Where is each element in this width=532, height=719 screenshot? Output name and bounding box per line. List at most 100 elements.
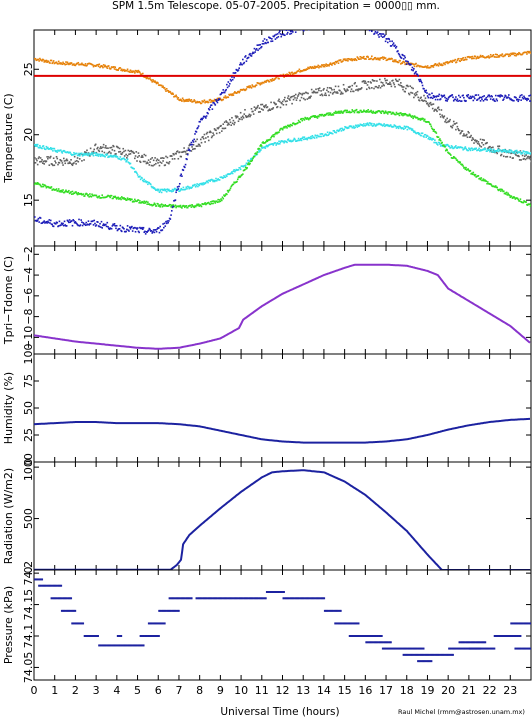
temperature-point — [479, 150, 481, 152]
pressure-point — [323, 597, 326, 600]
temperature-point — [91, 152, 93, 154]
temperature-point — [200, 141, 203, 144]
temperature-point — [199, 120, 201, 123]
pressure-point — [72, 622, 75, 625]
pressure-point — [293, 597, 296, 600]
pressure-point — [521, 622, 524, 625]
pressure-point — [461, 641, 463, 644]
temperature-point — [261, 42, 264, 45]
temperature-point — [194, 183, 196, 186]
pressure-point — [415, 647, 418, 650]
temperature-point — [403, 55, 406, 57]
pressure-point — [467, 641, 469, 644]
pressure-point — [282, 597, 285, 600]
pressure-point — [118, 644, 120, 647]
pressure-point — [474, 641, 477, 644]
temperature-point — [86, 64, 88, 67]
temperature-point — [275, 103, 277, 105]
temperature-point — [316, 134, 319, 137]
temperature-point — [400, 113, 403, 116]
temperature-point — [151, 157, 154, 159]
temperature-point — [414, 94, 417, 97]
pressure-point — [483, 647, 486, 650]
temperature-point — [352, 58, 355, 61]
pressure-point — [129, 644, 131, 647]
temperature-point — [278, 77, 280, 80]
y-axis-label: Pressure (kPa) — [2, 586, 15, 664]
temperature-point — [362, 28, 364, 30]
temperature-point — [314, 67, 317, 69]
temperature-point — [468, 132, 470, 134]
temperature-point — [75, 191, 77, 193]
pressure-point — [79, 622, 82, 625]
temperature-point — [384, 57, 387, 59]
temperature-point — [223, 175, 225, 177]
temperature-point — [146, 161, 148, 164]
temperature-point — [465, 147, 467, 150]
temperature-point — [41, 183, 44, 186]
pressure-point — [527, 622, 530, 625]
temperature-point — [492, 54, 495, 56]
temperature-point — [182, 98, 185, 101]
temperature-point — [339, 89, 341, 92]
temperature-point — [123, 227, 125, 230]
pressure-point — [342, 622, 345, 625]
temperature-point — [213, 179, 215, 182]
temperature-point — [36, 159, 38, 162]
temperature-point — [297, 93, 300, 96]
pressure-point — [59, 597, 61, 600]
temperature-point — [172, 204, 175, 206]
temperature-point — [171, 188, 174, 191]
temperature-point — [452, 99, 455, 102]
temperature-point — [149, 158, 152, 160]
temperature-point — [333, 88, 335, 91]
temperature-point — [331, 93, 334, 95]
temperature-point — [430, 96, 433, 99]
pressure-point — [55, 597, 58, 600]
temperature-point — [470, 97, 472, 100]
temperature-point — [425, 89, 427, 92]
temperature-point — [486, 141, 488, 144]
temperature-point — [194, 140, 197, 143]
temperature-point — [166, 188, 169, 190]
temperature-point — [440, 109, 443, 111]
temperature-point — [50, 186, 53, 188]
temperature-point — [402, 88, 404, 91]
temperature-point — [286, 141, 288, 144]
temperature-point — [389, 111, 392, 114]
pressure-point — [77, 622, 80, 625]
temperature-point — [288, 98, 291, 100]
temperature-point — [407, 114, 410, 117]
temperature-point — [513, 196, 516, 199]
temperature-point — [299, 139, 301, 141]
temperature-point — [355, 89, 357, 91]
temperature-point — [187, 186, 190, 188]
temperature-point — [261, 142, 264, 144]
temperature-point — [510, 52, 512, 55]
pressure-point — [528, 647, 530, 650]
temperature-point — [433, 141, 435, 144]
temperature-point — [163, 157, 165, 160]
temperature-point — [274, 132, 277, 135]
temperature-point — [39, 217, 42, 219]
temperature-point — [302, 30, 305, 32]
pressure-point — [515, 647, 518, 650]
pressure-point — [362, 635, 365, 637]
pressure-point — [516, 635, 518, 637]
temperature-point — [244, 164, 247, 167]
temperature-point — [36, 145, 38, 148]
temperature-point — [272, 107, 275, 109]
temperature-point — [228, 118, 231, 121]
temperature-point — [86, 193, 88, 195]
temperature-point — [244, 56, 246, 58]
temperature-point — [482, 178, 485, 180]
temperature-point — [439, 138, 441, 140]
temperature-point — [373, 32, 376, 35]
pressure-point — [93, 635, 96, 637]
temperature-point — [214, 104, 217, 106]
temperature-point — [168, 188, 170, 191]
temperature-point — [250, 55, 253, 57]
temperature-point — [349, 24, 351, 26]
pressure-point — [62, 609, 64, 612]
pressure-point — [357, 622, 360, 625]
